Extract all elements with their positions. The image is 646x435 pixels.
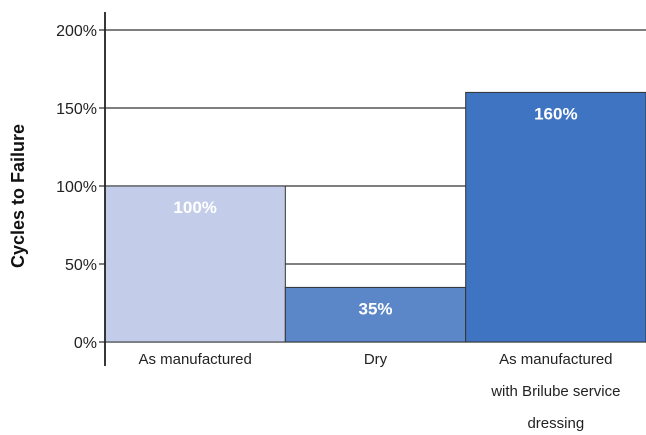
y-tick-label-0: 0%	[74, 335, 97, 352]
y-axis-label: Cycles to Failure	[8, 124, 28, 268]
bars	[104, 91, 646, 343]
labels: 0% 50% 100% 150% 200% 100% 35% 160% As manufactu…	[56, 23, 620, 432]
category-label-2-1: with Brilube service	[490, 383, 620, 400]
bar-2	[465, 91, 646, 343]
data-label-2: 160%	[534, 104, 577, 123]
y-tick-label-1: 50%	[65, 257, 97, 274]
category-label-2-2: dressing	[527, 415, 584, 432]
bar-0	[104, 185, 286, 343]
data-label-0: 100%	[173, 198, 216, 217]
category-label-1-0: Dry	[364, 351, 388, 368]
y-tick-label-4: 200%	[56, 23, 97, 40]
category-label-0-0: As manufactured	[138, 351, 251, 368]
bar-1	[284, 286, 467, 343]
data-label-1: 35%	[358, 299, 392, 318]
y-tick-label-3: 150%	[56, 101, 97, 118]
y-tick-label-2: 100%	[56, 179, 97, 196]
category-label-2-0: As manufactured	[499, 351, 612, 368]
